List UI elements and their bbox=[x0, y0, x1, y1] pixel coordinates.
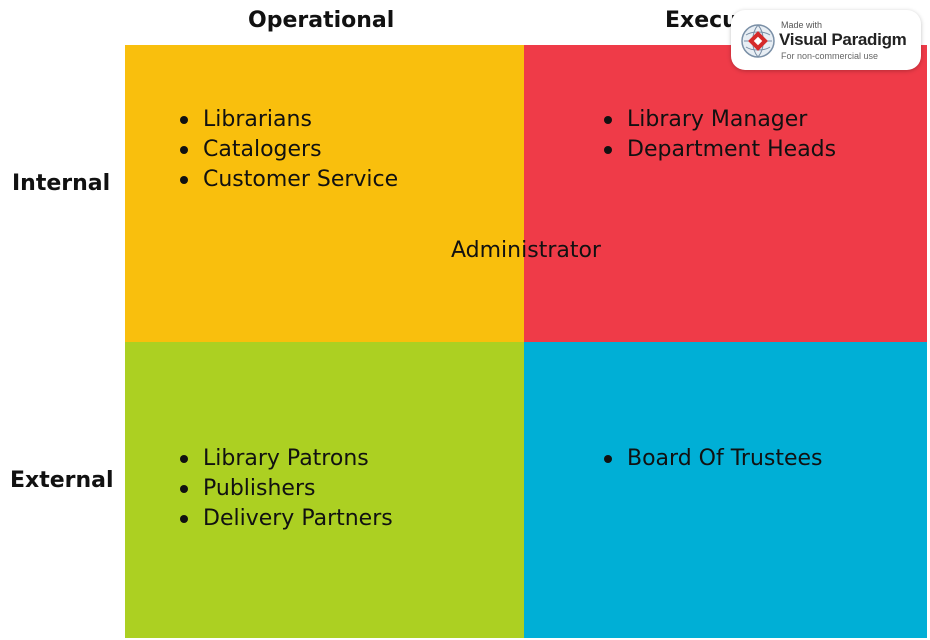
bullet-icon bbox=[604, 455, 612, 463]
list-item: Publishers bbox=[180, 474, 393, 504]
list-item: Delivery Partners bbox=[180, 504, 393, 534]
column-header-operational: Operational bbox=[248, 8, 395, 33]
list-item-label: Board Of Trustees bbox=[627, 446, 823, 471]
list-item: Department Heads bbox=[604, 135, 836, 165]
quadrant-internal-executive[interactable]: Library Manager Department Heads bbox=[524, 45, 927, 342]
stakeholder-list: Board Of Trustees bbox=[604, 444, 823, 474]
list-item: Librarians bbox=[180, 105, 398, 135]
stakeholder-list: Library Patrons Publishers Delivery Part… bbox=[180, 444, 393, 534]
bullet-icon bbox=[180, 116, 188, 124]
bullet-icon bbox=[604, 146, 612, 154]
list-item-label: Library Manager bbox=[627, 107, 808, 132]
bullet-icon bbox=[180, 485, 188, 493]
bullet-icon bbox=[180, 176, 188, 184]
list-item-label: Librarians bbox=[203, 107, 312, 132]
row-header-internal: Internal bbox=[12, 171, 111, 196]
list-item-label: Library Patrons bbox=[203, 446, 369, 471]
watermark-made-with: Made with bbox=[781, 20, 823, 30]
stakeholder-list: Library Manager Department Heads bbox=[604, 105, 836, 165]
list-item-label: Catalogers bbox=[203, 137, 322, 162]
bullet-icon bbox=[180, 455, 188, 463]
stakeholder-list: Librarians Catalogers Customer Service bbox=[180, 105, 398, 195]
quadrant-external-executive[interactable]: Board Of Trustees bbox=[524, 342, 927, 638]
list-item-label: Department Heads bbox=[627, 137, 837, 162]
watermark-brand: Visual Paradigm bbox=[779, 30, 907, 49]
visual-paradigm-logo-icon bbox=[741, 24, 775, 58]
list-item: Library Patrons bbox=[180, 444, 393, 474]
bullet-icon bbox=[180, 515, 188, 523]
list-item-label: Delivery Partners bbox=[203, 506, 393, 531]
quadrant-external-operational[interactable]: Library Patrons Publishers Delivery Part… bbox=[125, 342, 524, 638]
list-item-label: Customer Service bbox=[203, 167, 399, 192]
watermark-subtitle: For non-commercial use bbox=[781, 51, 879, 61]
list-item: Customer Service bbox=[180, 165, 398, 195]
quadrant-internal-operational[interactable]: Librarians Catalogers Customer Service bbox=[125, 45, 524, 342]
visual-paradigm-watermark[interactable]: Made with Visual Paradigm For non-commer… bbox=[731, 10, 921, 70]
bullet-icon bbox=[604, 116, 612, 124]
bullet-icon bbox=[180, 146, 188, 154]
list-item: Catalogers bbox=[180, 135, 398, 165]
list-item: Library Manager bbox=[604, 105, 836, 135]
center-label-administrator: Administrator bbox=[451, 238, 601, 263]
row-header-external: External bbox=[10, 468, 114, 493]
list-item-label: Publishers bbox=[203, 476, 316, 501]
list-item: Board Of Trustees bbox=[604, 444, 823, 474]
